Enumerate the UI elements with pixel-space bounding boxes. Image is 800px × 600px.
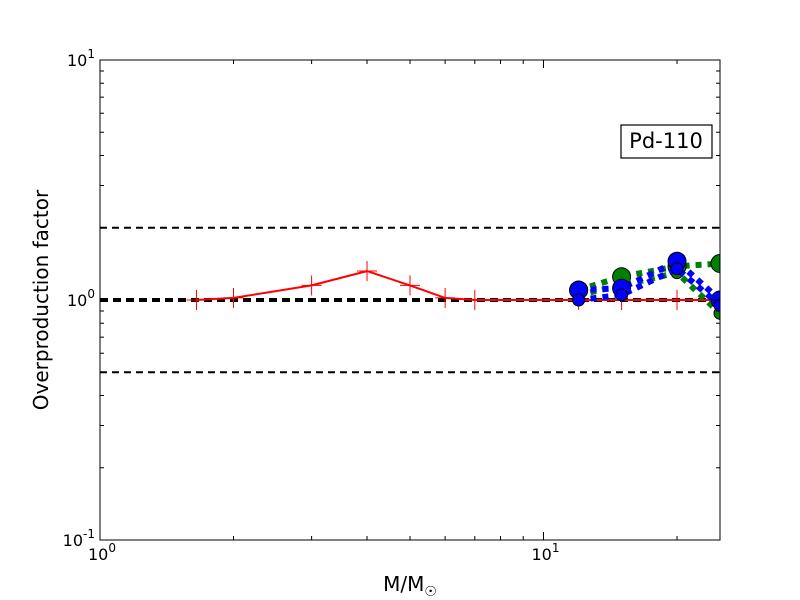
tick-base: 10: [88, 545, 108, 564]
series-4: [572, 262, 720, 312]
series-point-0-1: [223, 287, 244, 308]
series-point-4-0: [572, 293, 586, 307]
annotation-box: Pd-110: [620, 124, 713, 159]
tick-base: 10: [63, 531, 83, 550]
y-tick-label: 10-1: [63, 527, 95, 550]
reference-lines: [100, 226, 720, 374]
x-axis-label-subscript: ☉: [424, 584, 437, 600]
tick-exponent: -1: [83, 527, 95, 541]
series-point-1-3: [710, 253, 720, 273]
x-axis-label: M/M☉: [383, 572, 437, 600]
annotation-label: Pd-110: [629, 129, 703, 153]
series-line-4: [578, 265, 720, 308]
x-tick-label: 101: [532, 541, 560, 564]
series-point-0-4: [400, 275, 420, 296]
tick-base: 10: [532, 545, 552, 564]
tick-base: 10: [67, 291, 87, 310]
series-point-4-1: [615, 288, 629, 302]
tick-exponent: 0: [87, 287, 95, 301]
tick-exponent: 0: [108, 541, 116, 555]
y-tick-label: 100: [67, 287, 95, 310]
series-point-0-0: [186, 290, 207, 310]
series-point-0-5: [435, 287, 456, 308]
series-point-4-2: [670, 262, 684, 276]
tick-exponent: 1: [87, 47, 95, 61]
series-point-0-2: [301, 275, 322, 296]
x-tick-label: 100: [88, 541, 116, 564]
series-layer: [186, 251, 720, 320]
series-point-0-6: [464, 290, 485, 310]
tick-exponent: 1: [552, 541, 560, 555]
y-axis-label: Overproduction factor: [29, 189, 53, 410]
series-point-0-9: [667, 290, 688, 310]
axis-ticks: [99, 59, 720, 541]
y-tick-label: 101: [67, 47, 95, 70]
tick-base: 10: [67, 51, 87, 70]
series-point-4-3: [713, 298, 720, 312]
series-line-3: [578, 257, 720, 303]
x-axis-label-main: M/M: [383, 572, 424, 596]
series-point-0-3: [357, 261, 378, 282]
